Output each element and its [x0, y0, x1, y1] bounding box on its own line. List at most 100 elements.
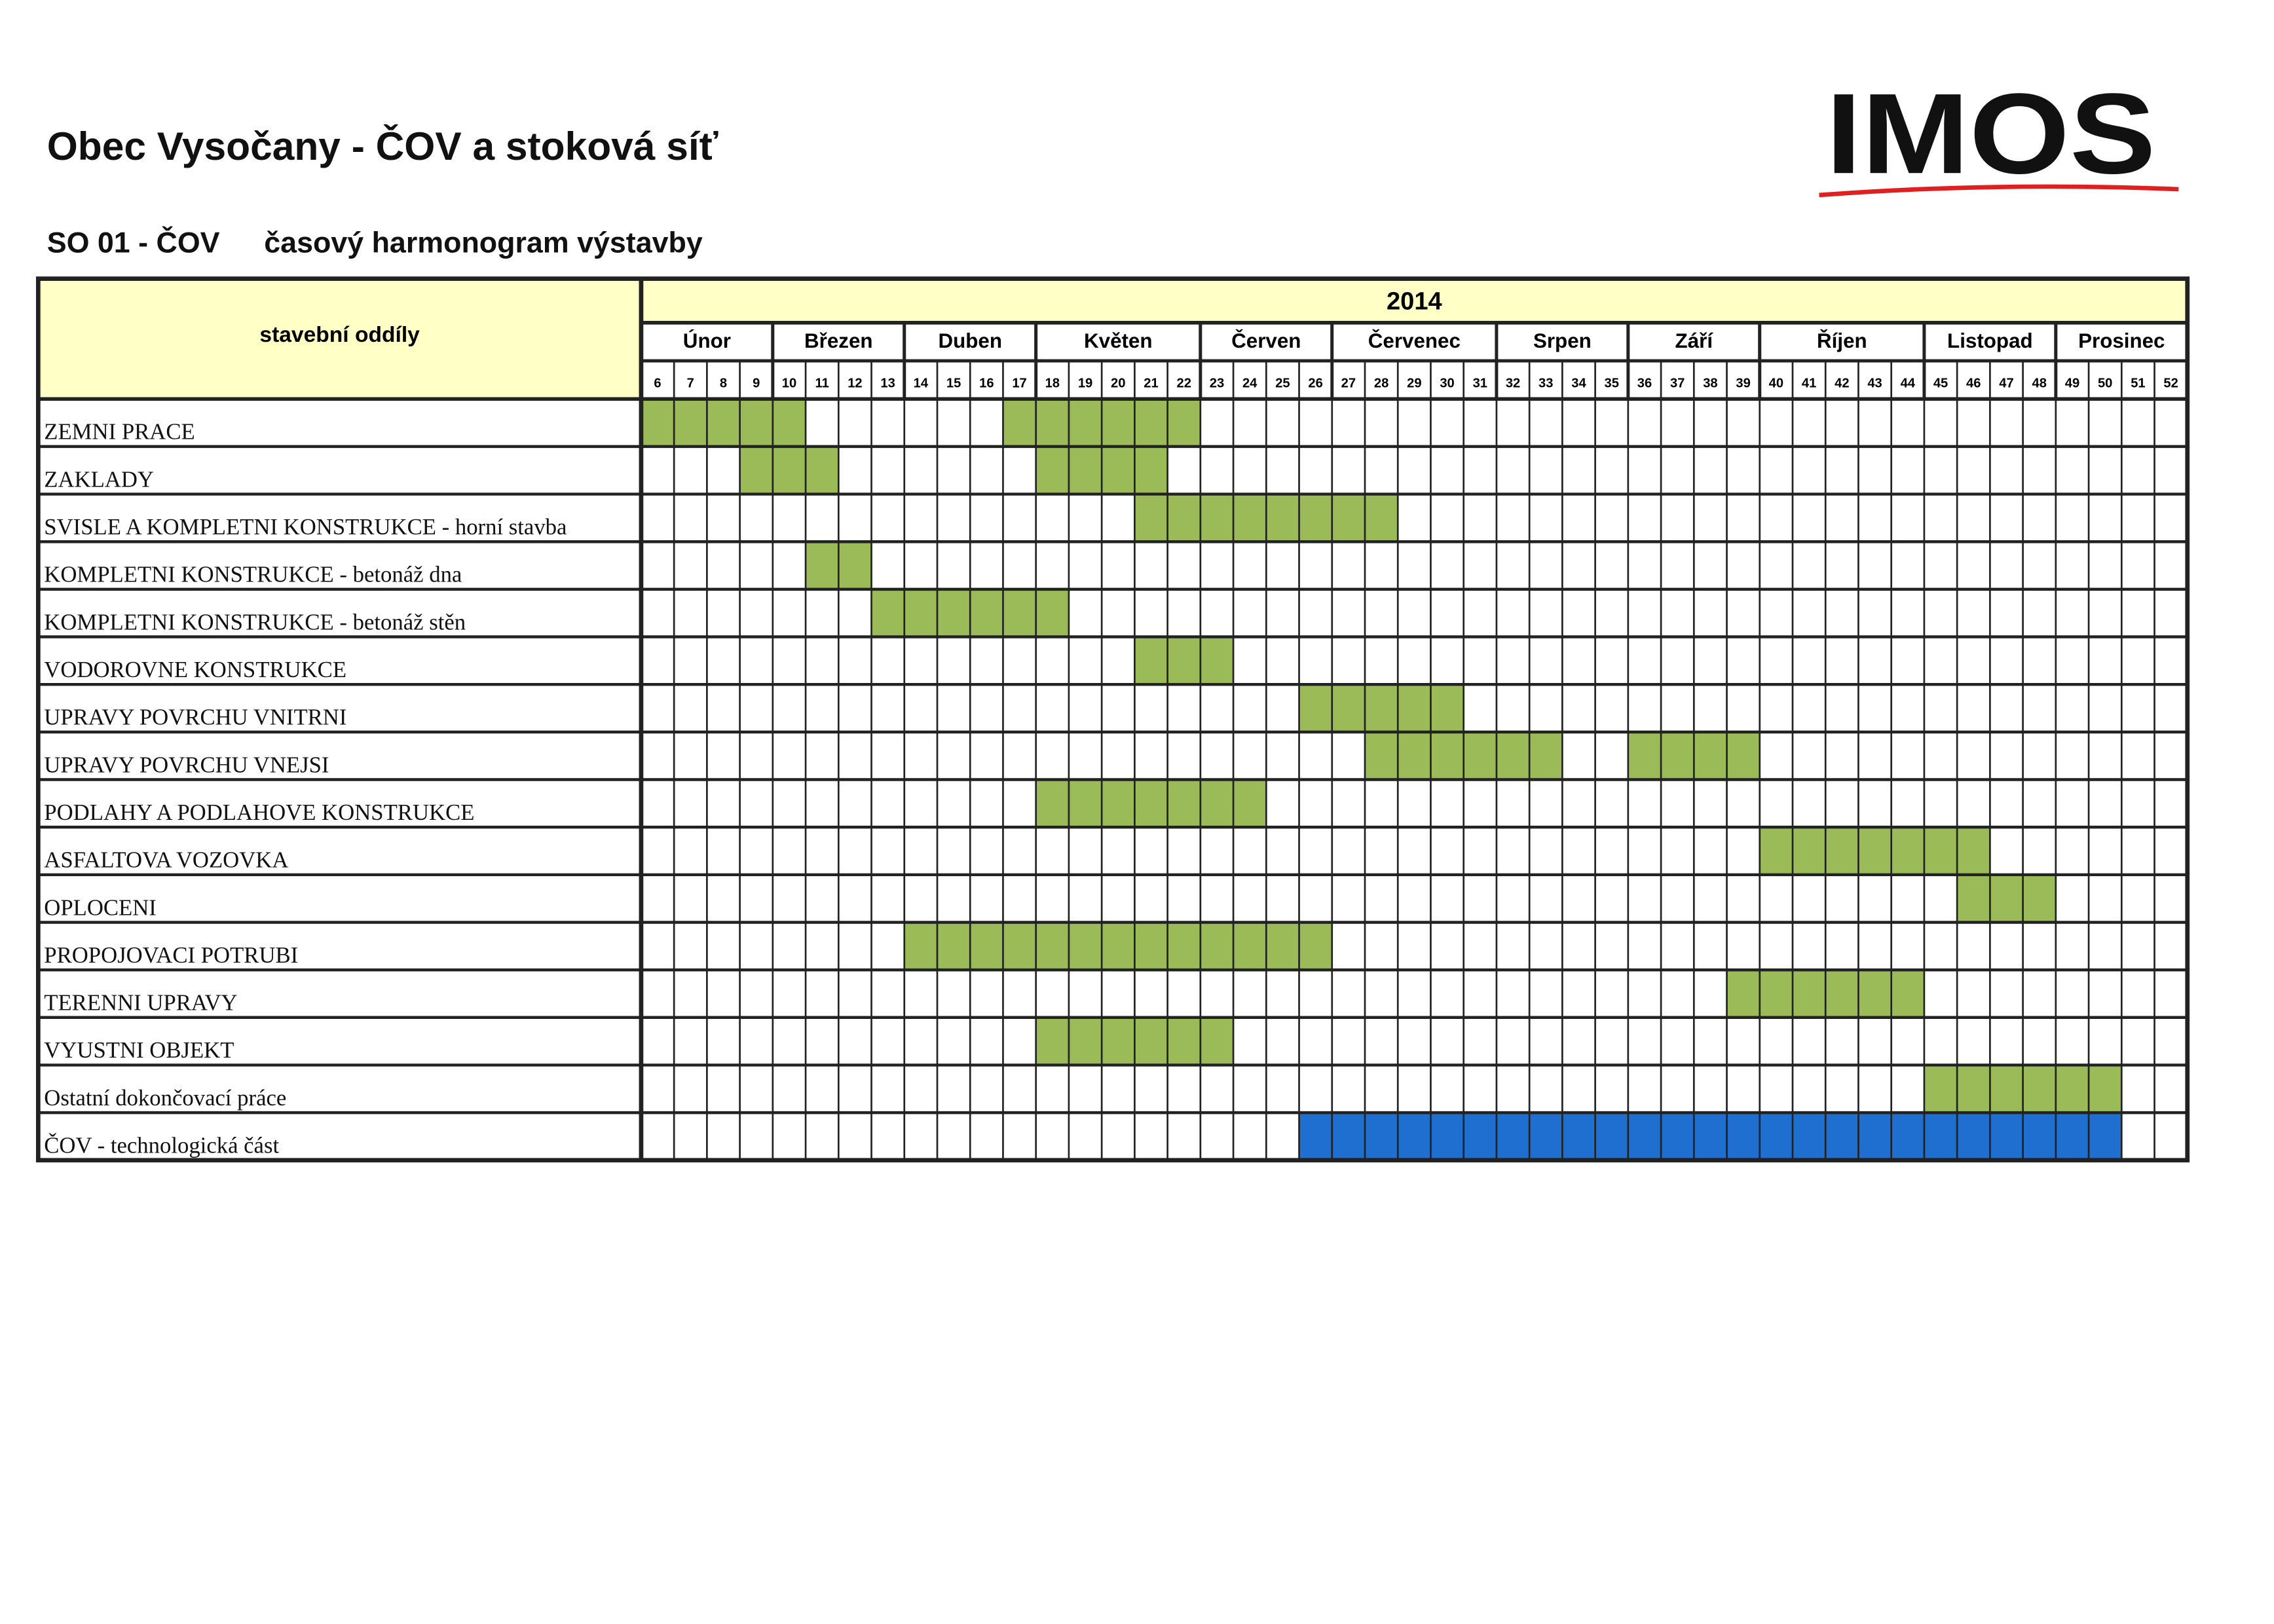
logo-swoosh [1819, 184, 2179, 198]
gantt-bar [1035, 779, 1267, 828]
gantt-bar [1299, 684, 1464, 732]
week-label: 19 [1078, 376, 1092, 390]
week-label: 42 [1835, 376, 1849, 390]
row-label: UPRAVY POVRCHU VNEJSI [44, 752, 329, 777]
week-label: 27 [1341, 376, 1356, 390]
row-label: OPLOCENI [44, 895, 157, 920]
week-label: 51 [2131, 376, 2145, 390]
week-label: 24 [1242, 376, 1258, 390]
row-label: SVISLE A KOMPLETNI KONSTRUKCE - horní st… [44, 514, 567, 540]
week-label: 9 [753, 376, 760, 390]
week-label: 49 [2065, 376, 2079, 390]
week-label: 29 [1407, 376, 1421, 390]
week-label: 30 [1440, 376, 1454, 390]
row-label: ZEMNI PRACE [44, 419, 195, 445]
row-label: ČOV - technologická část [44, 1133, 279, 1158]
month-label: Únor [683, 329, 731, 352]
gantt-bar [1134, 637, 1234, 685]
week-label: 44 [1901, 376, 1916, 390]
week-label: 43 [1867, 376, 1882, 390]
week-label: 18 [1045, 376, 1060, 390]
week-label: 41 [1802, 376, 1816, 390]
month-label: Září [1675, 329, 1714, 352]
row-label: ZAKLADY [44, 466, 154, 492]
week-label: 50 [2098, 376, 2112, 390]
week-label: 22 [1177, 376, 1191, 390]
week-label: 32 [1506, 376, 1520, 390]
week-label: 38 [1703, 376, 1717, 390]
row-label: KOMPLETNI KONSTRUKCE - betonáž dna [44, 562, 462, 587]
month-label: Květen [1084, 329, 1153, 352]
row-label: VYUSTNI OBJEKT [44, 1037, 234, 1063]
week-label: 25 [1275, 376, 1290, 390]
week-label: 10 [782, 376, 796, 390]
gantt-bar [904, 922, 1332, 970]
week-label: 39 [1736, 376, 1750, 390]
month-label: Listopad [1947, 329, 2033, 352]
row-label: VODOROVNE KONSTRUKCE [44, 657, 346, 682]
month-label: Prosinec [2078, 329, 2165, 352]
week-label: 16 [979, 376, 994, 390]
week-label: 8 [720, 376, 727, 390]
week-label: 26 [1308, 376, 1322, 390]
week-label: 47 [1999, 376, 2013, 390]
table-border [35, 276, 2190, 1163]
week-label: 35 [1605, 376, 1619, 390]
week-label: 34 [1571, 376, 1586, 390]
month-cell [639, 321, 775, 363]
month-label: Říjen [1817, 329, 1867, 352]
week-label: 12 [848, 376, 862, 390]
week-label: 14 [914, 376, 929, 390]
week-label: 46 [1966, 376, 1981, 390]
week-label: 11 [815, 376, 829, 390]
week-label: 36 [1637, 376, 1652, 390]
week-label: 31 [1473, 376, 1487, 390]
corner-label: stavební oddíly [259, 323, 420, 347]
logo: IMOS [1819, 70, 2179, 198]
week-label: 37 [1670, 376, 1685, 390]
corner-cell [38, 278, 641, 399]
gantt-bar [739, 446, 839, 494]
gantt-bar [1957, 874, 2056, 923]
row-label: TERENNI UPRAVY [44, 990, 237, 1016]
week-label: 7 [687, 376, 694, 390]
gantt-bar [641, 399, 806, 447]
month-label: Červen [1231, 329, 1301, 352]
gantt-table: stavební oddíly 2014 6 7 8 9 10 11 12 13 14 15 16 17 1… [35, 276, 2190, 1163]
week-label: 45 [1933, 376, 1948, 390]
gantt-bar [1759, 827, 1990, 875]
week-label: 15 [946, 376, 961, 390]
month-label: Březen [804, 329, 873, 352]
year-label: 2014 [1387, 288, 1442, 316]
subtitle: časový harmonogram výstavby [264, 226, 703, 259]
row-label: KOMPLETNI KONSTRUKCE - betonáž stěn [44, 609, 466, 635]
row-label: UPRAVY POVRCHU VNITRNI [44, 705, 346, 730]
row-label: PODLAHY A PODLAHOVE KONSTRUKCE [44, 800, 474, 825]
week-label: 52 [2163, 376, 2178, 390]
code: SO 01 - ČOV [47, 225, 220, 259]
week-label: 20 [1111, 376, 1125, 390]
month-label: Duben [938, 329, 1002, 352]
logo-text: IMOS [1826, 70, 2156, 198]
title: Obec Vysočany - ČOV a stoková síť [47, 124, 718, 168]
week-label: 40 [1769, 376, 1783, 390]
year-cell [641, 278, 2188, 323]
gantt-bar [1299, 1113, 2122, 1160]
week-label: 6 [654, 376, 661, 390]
week-label: 48 [2032, 376, 2047, 390]
month-cell [1626, 321, 1762, 363]
row-label: Ostatní dokončovací práce [44, 1085, 286, 1111]
week-label: 33 [1538, 376, 1553, 390]
week-label: 21 [1144, 376, 1158, 390]
month-label: Červenec [1368, 329, 1461, 352]
row-label: ASFALTOVA VOZOVKA [44, 847, 288, 873]
week-label: 28 [1374, 376, 1389, 390]
month-cell [1330, 321, 1499, 363]
week-label: 23 [1210, 376, 1224, 390]
week-label: 13 [880, 376, 895, 390]
row-label: PROPOJOVACI POTRUBI [44, 942, 298, 968]
week-label: 17 [1012, 376, 1026, 390]
month-label: Srpen [1533, 329, 1592, 352]
